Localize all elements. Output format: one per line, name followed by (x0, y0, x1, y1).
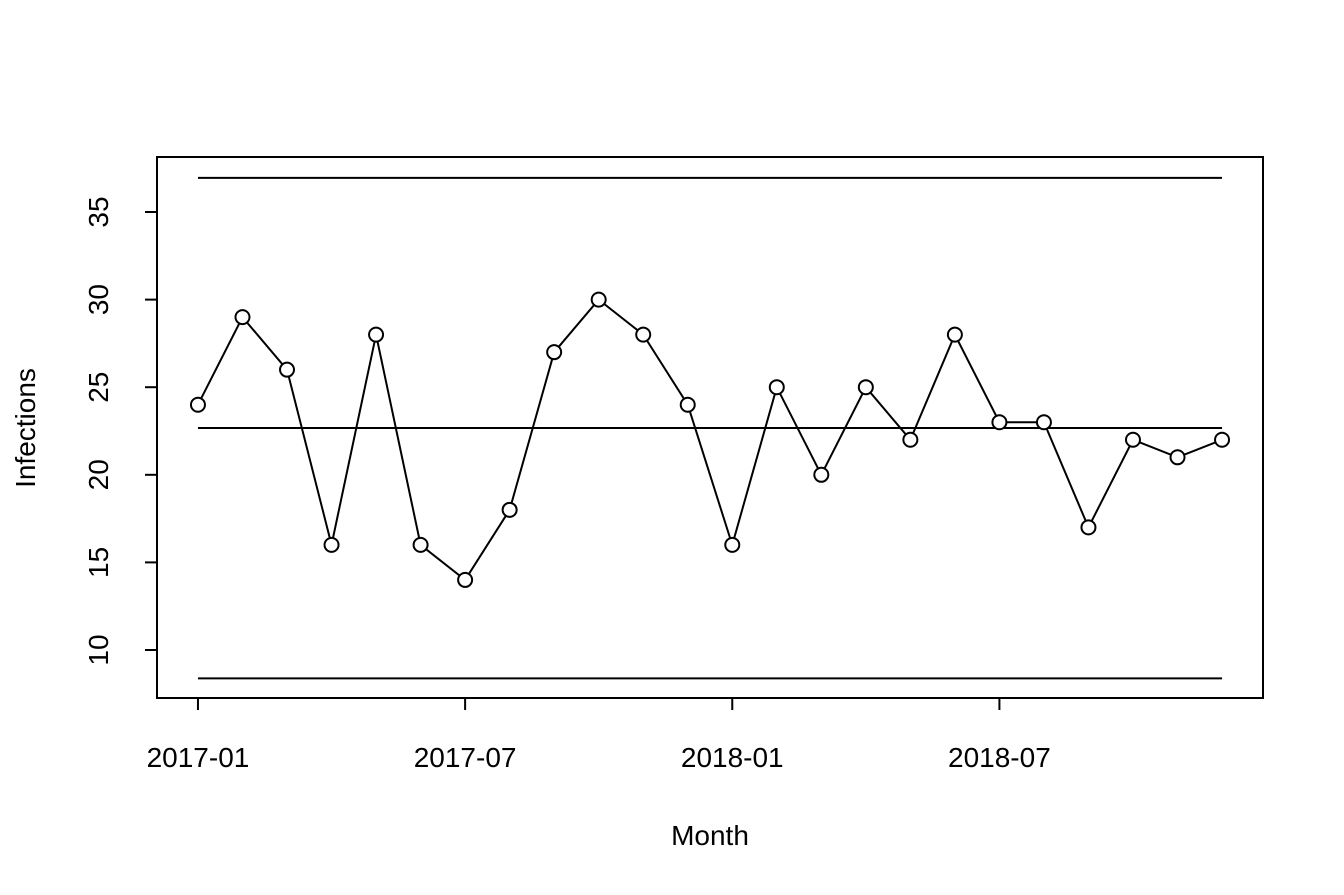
x-axis-label: Month (671, 820, 749, 851)
data-point (457, 571, 474, 588)
data-point (590, 291, 607, 308)
x-tick-label: 2018-01 (681, 742, 784, 773)
data-point (546, 344, 563, 361)
x-tick-label: 2017-07 (414, 742, 517, 773)
data-point (813, 466, 830, 483)
y-axis-label: Infections (10, 368, 41, 488)
x-tick-label: 2017-01 (147, 742, 250, 773)
data-point (1214, 431, 1231, 448)
data-point (679, 396, 696, 413)
data-point (902, 431, 919, 448)
data-point (857, 379, 874, 396)
y-tick-label: 15 (83, 547, 114, 578)
y-tick-label: 35 (83, 196, 114, 227)
data-point (991, 414, 1008, 431)
data-point (724, 536, 741, 553)
data-point (1080, 519, 1097, 536)
y-tick-label: 10 (83, 634, 114, 665)
data-point (946, 326, 963, 343)
data-point (189, 396, 206, 413)
data-point (1035, 414, 1052, 431)
data-point (412, 536, 429, 553)
data-point (768, 379, 785, 396)
y-tick-label: 25 (83, 372, 114, 403)
data-point (234, 309, 251, 326)
data-point (501, 501, 518, 518)
y-tick-label: 30 (83, 284, 114, 315)
x-tick-label: 2018-07 (948, 742, 1051, 773)
data-point (323, 536, 340, 553)
data-point (279, 361, 296, 378)
data-point (1124, 431, 1141, 448)
y-tick-label: 20 (83, 459, 114, 490)
data-point (1169, 449, 1186, 466)
data-point (635, 326, 652, 343)
data-point (368, 326, 385, 343)
series-line (197, 298, 1223, 582)
